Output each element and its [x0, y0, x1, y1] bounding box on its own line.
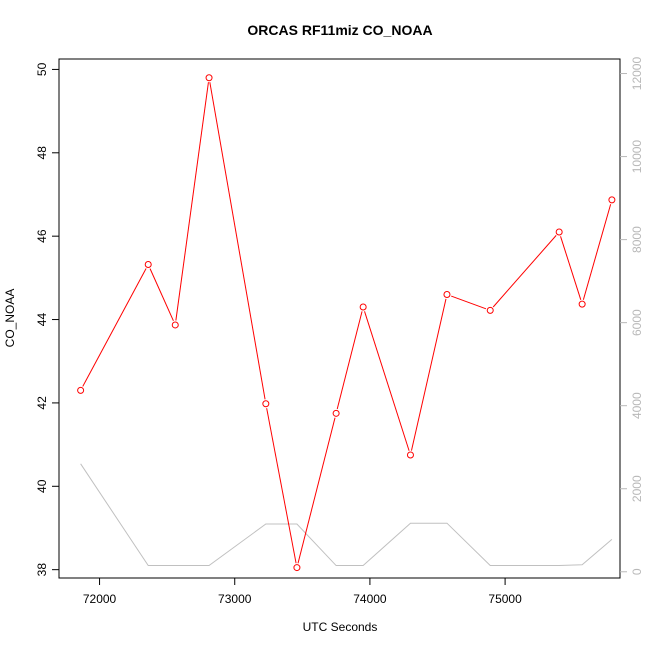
series-0-point-6	[332, 409, 340, 417]
y-axis-left: 38 40 42 44 46 48 50	[35, 62, 59, 576]
x-tick-label-2: 74000	[353, 592, 387, 606]
y-tick-label-6: 50	[35, 62, 49, 76]
series-0-segment-10	[492, 235, 557, 308]
series-0-point-12	[578, 300, 586, 308]
series-0-segment-6	[336, 311, 363, 410]
x-axis-label: UTC Seconds	[303, 620, 378, 634]
series-0-segment-3	[209, 82, 266, 400]
y2-tick-label-6: 12000	[630, 57, 644, 91]
series-0-segment-7	[364, 311, 410, 451]
series-0-point-5	[293, 564, 301, 572]
series-0-segment-8	[410, 298, 447, 451]
series-layer	[77, 74, 616, 572]
plot-area	[58, 58, 621, 579]
series-0-segment-0	[82, 268, 147, 387]
x-axis: 72000 73000 74000 75000	[83, 578, 522, 606]
x-tick-label-3: 75000	[488, 592, 522, 606]
series-0-point-11	[555, 228, 563, 236]
y-axis-right: 0 2000 4000 6000 8000 10000 12000	[620, 57, 644, 575]
series-0-point-3	[205, 74, 213, 82]
y-tick-label-5: 48	[35, 146, 49, 160]
series-0-segment-2	[175, 82, 209, 321]
y-tick-label-3: 44	[35, 313, 49, 327]
series-1	[80, 463, 613, 567]
series-0-point-8	[406, 451, 414, 459]
series-0-segment-5	[297, 417, 336, 564]
series-0-segment-4	[266, 408, 297, 564]
y-tick-label-1: 40	[35, 479, 49, 493]
y2-tick-label-0: 0	[630, 568, 644, 575]
y2-tick-label-1: 2000	[630, 475, 644, 502]
y2-tick-label-3: 6000	[630, 309, 644, 336]
y2-tick-label-4: 8000	[630, 226, 644, 253]
x-tick-label-0: 72000	[83, 592, 117, 606]
y-tick-label-4: 46	[35, 229, 49, 243]
series-0-segment-11	[560, 236, 582, 300]
series-0-point-4	[262, 400, 270, 408]
series-0-point-7	[359, 303, 367, 311]
y2-tick-label-2: 4000	[630, 392, 644, 419]
series-1-line	[80, 463, 613, 567]
y-tick-label-0: 38	[35, 563, 49, 577]
series-0	[77, 74, 616, 572]
series-0-point-9	[443, 291, 451, 299]
y-axis-label: CO_NOAA	[3, 289, 17, 348]
series-0-segment-9	[451, 295, 487, 310]
x-tick-label-1: 73000	[218, 592, 252, 606]
series-0-point-1	[144, 261, 152, 269]
series-0-point-13	[608, 196, 616, 204]
series-0-point-0	[77, 386, 85, 394]
y-tick-label-2: 42	[35, 396, 49, 410]
series-0-point-2	[171, 321, 179, 329]
y2-tick-label-5: 10000	[630, 140, 644, 174]
series-0-segment-1	[149, 268, 174, 322]
series-0-point-10	[486, 306, 494, 314]
chart-title: ORCAS RF11miz CO_NOAA	[247, 22, 432, 38]
series-0-segment-12	[582, 204, 612, 300]
